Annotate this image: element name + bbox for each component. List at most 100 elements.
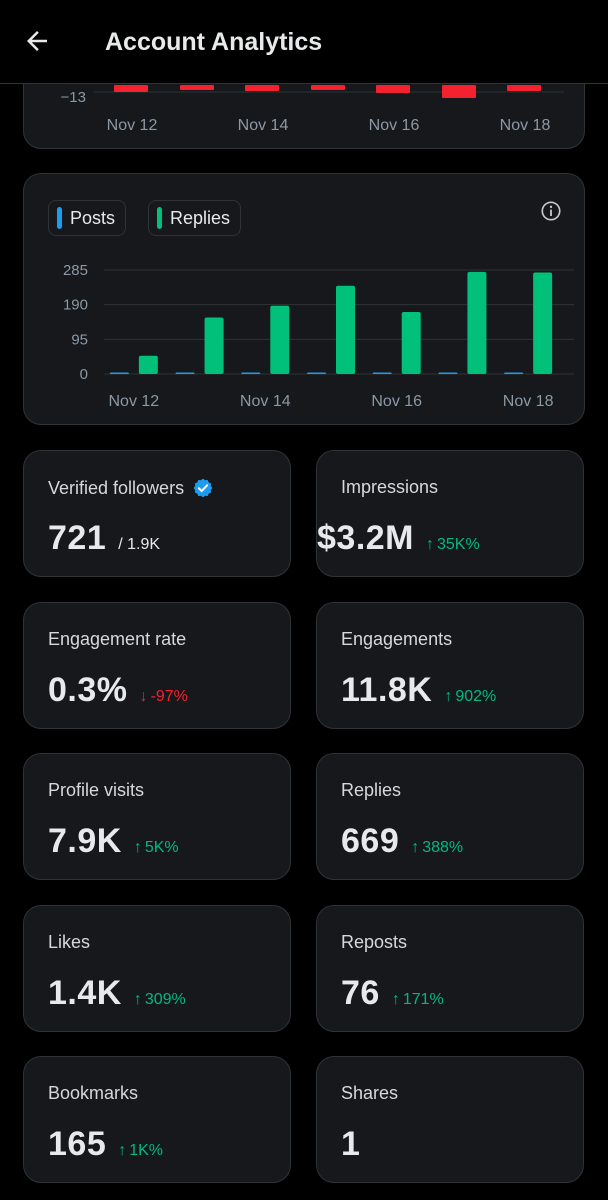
metric-card-likes[interactable]: Likes 1.4K ↑ 309%	[23, 905, 291, 1032]
bar-replies	[336, 285, 355, 374]
page-title: Account Analytics	[105, 28, 323, 56]
metric-label: Profile visits	[48, 780, 145, 800]
metric-value-row: 11.8K ↑ 902%	[341, 671, 496, 710]
metric-value: 7.9K	[48, 822, 122, 860]
posts-replies-bar-chart: 285 190 95 0 Nov 12 Nov 14 Nov 16 Nov 18	[63, 262, 574, 410]
bar-posts	[241, 372, 261, 374]
metric-card-bookmarks[interactable]: Bookmarks 165 ↑ 1K%	[23, 1056, 291, 1183]
delta-value: 388%	[422, 839, 464, 856]
metric-delta: ↓ -97%	[140, 688, 188, 706]
metric-card-replies[interactable]: Replies 669 ↑ 388%	[316, 753, 584, 880]
arrow-down-icon: ↓	[139, 688, 148, 705]
info-icon[interactable]	[540, 200, 562, 222]
metric-value-row: 721 / 1.9K	[48, 519, 160, 558]
metric-value: 0.3%	[48, 671, 128, 709]
arrow-left-icon	[27, 31, 47, 51]
negative-bar	[245, 85, 279, 91]
negative-bar	[114, 85, 148, 92]
bar-posts	[438, 372, 458, 374]
metric-label: Shares	[341, 1083, 399, 1103]
y-tick-label: −13	[61, 89, 86, 106]
bar-replies	[533, 272, 553, 374]
bar-posts	[504, 372, 524, 374]
delta-value: 1K%	[129, 1142, 164, 1159]
legend-swatch-posts	[57, 207, 62, 229]
legend-swatch-replies	[157, 207, 162, 229]
verified-badge-icon	[193, 478, 213, 498]
metric-value: 1	[341, 1125, 361, 1163]
x-tick-label: Nov 14	[238, 117, 289, 134]
metric-value: 721	[48, 519, 107, 557]
metric-card-engagements[interactable]: Engagements 11.8K ↑ 902%	[316, 602, 584, 729]
arrow-up-icon: ↑	[133, 991, 142, 1008]
top-app-bar: Account Analytics	[0, 0, 608, 84]
bar-replies	[467, 271, 487, 374]
metric-value-row: 1	[341, 1125, 360, 1164]
bar-replies	[204, 317, 224, 374]
posts-replies-chart-card: Posts Replies 285 190 95 0 Nov 12 Nov 14 Nov 1…	[23, 173, 585, 425]
metric-value: 165	[48, 1125, 107, 1163]
net-change-chart: −13 Nov 12 Nov 14 Nov 16 Nov 18	[61, 85, 564, 134]
metric-label: Reposts	[341, 932, 408, 952]
negative-bar	[311, 85, 345, 90]
bar-replies	[138, 355, 158, 374]
arrow-up-icon: ↑	[444, 688, 453, 705]
bar-posts	[109, 372, 129, 374]
negative-bar	[442, 85, 476, 98]
metric-delta: ↑ 171%	[392, 991, 444, 1009]
delta-value: 35K%	[437, 536, 480, 553]
metric-delta: ↑ 309%	[134, 991, 186, 1009]
arrow-up-icon: ↑	[391, 991, 400, 1008]
metric-card-impressions[interactable]: Impressions $3.2M ↑ 35K%	[316, 450, 584, 577]
x-tick-label: Nov 18	[503, 393, 554, 410]
back-button[interactable]	[22, 26, 58, 62]
metric-value: $3.2M	[317, 519, 414, 557]
metric-value-row: $3.2M ↑ 35K%	[317, 519, 480, 558]
metric-label-text: Verified followers	[48, 477, 185, 498]
x-tick-label: Nov 14	[240, 393, 291, 410]
metric-delta: ↑ 5K%	[134, 839, 179, 857]
metric-value: 1.4K	[48, 974, 122, 1012]
x-tick-label: Nov 18	[500, 117, 551, 134]
metric-label: Verified followers	[48, 477, 214, 499]
metric-card-profile-visits[interactable]: Profile visits 7.9K ↑ 5K%	[23, 753, 291, 880]
bar-replies	[270, 305, 290, 374]
metric-label: Engagement rate	[48, 629, 187, 649]
metric-card-reposts[interactable]: Reposts 76 ↑ 171%	[316, 905, 584, 1032]
metric-value-row: 1.4K ↑ 309%	[48, 974, 186, 1013]
metric-label: Engagements	[341, 629, 453, 649]
negative-bar	[180, 85, 214, 90]
delta-value: 309%	[144, 991, 186, 1008]
negative-bar	[376, 85, 410, 93]
metric-card-engagement-rate[interactable]: Engagement rate 0.3% ↓ -97%	[23, 602, 291, 729]
metric-delta: ↑ 388%	[411, 839, 463, 857]
metric-value: 11.8K	[341, 671, 433, 709]
metric-card-shares[interactable]: Shares 1	[316, 1056, 584, 1183]
metric-delta: ↑ 1K%	[118, 1142, 163, 1160]
delta-value: -97%	[150, 688, 188, 705]
legend-toggle-posts[interactable]: Posts	[48, 200, 127, 236]
bar-replies	[401, 311, 421, 374]
metric-value-row: 669 ↑ 388%	[341, 822, 463, 861]
bar-posts	[372, 372, 392, 374]
legend-toggle-replies[interactable]: Replies	[148, 200, 242, 236]
metric-value: 76	[341, 974, 380, 1012]
metric-value-row: 76 ↑ 171%	[341, 974, 444, 1013]
legend-label: Replies	[170, 207, 231, 228]
metric-label: Replies	[341, 780, 402, 800]
metric-label: Bookmarks	[48, 1083, 139, 1103]
metric-value-row: 0.3% ↓ -97%	[48, 671, 188, 710]
arrow-up-icon: ↑	[118, 1142, 127, 1159]
y-tick-label: 0	[80, 366, 88, 383]
y-tick-label: 285	[63, 262, 88, 279]
delta-value: 5K%	[144, 839, 179, 856]
metric-delta: ↑ 35K%	[426, 536, 480, 554]
metric-card-verified-followers[interactable]: Verified followers 721 / 1.9K	[23, 450, 291, 577]
arrow-up-icon: ↑	[426, 536, 434, 553]
y-tick-label: 190	[63, 297, 88, 314]
metric-total: / 1.9K	[118, 536, 161, 553]
metric-label: Likes	[48, 932, 91, 952]
delta-value: 902%	[455, 688, 497, 705]
x-tick-label: Nov 16	[369, 117, 420, 134]
bar-posts	[175, 372, 195, 374]
